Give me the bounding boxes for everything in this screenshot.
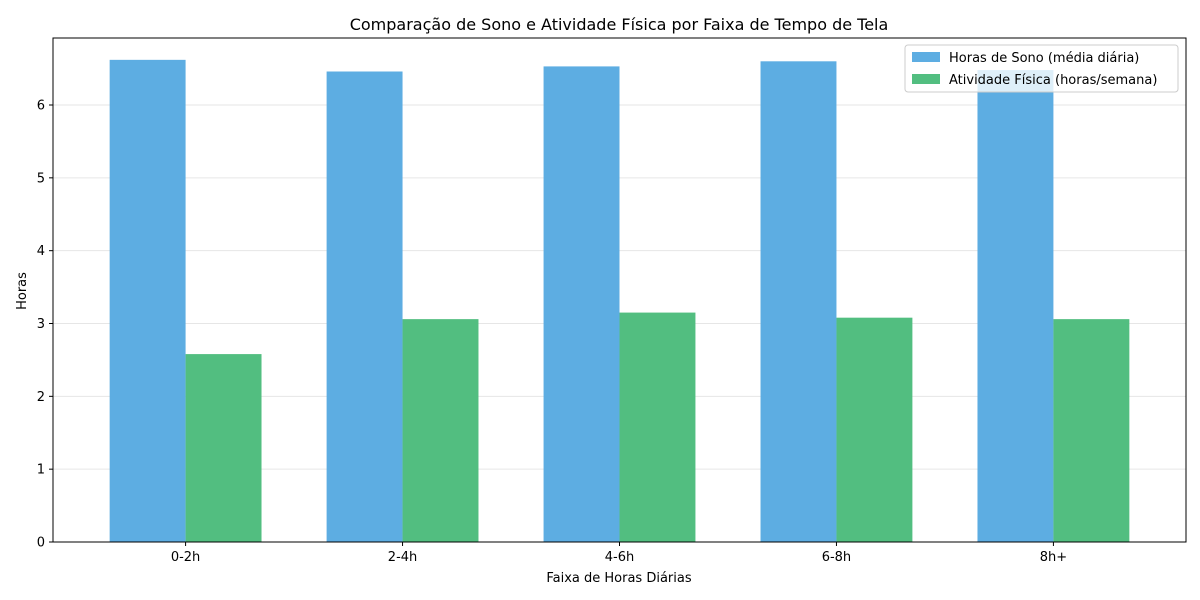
chart-title: Comparação de Sono e Atividade Física po… [350, 15, 889, 34]
bar-series-2-8h+ [1053, 319, 1130, 542]
x-axis-label: Faixa de Horas Diárias [546, 571, 691, 586]
y-tick-label: 6 [37, 99, 45, 114]
x-tick-label: 0-2h [171, 550, 200, 565]
bar-series-2-4-6h [619, 312, 696, 542]
y-tick-label: 5 [37, 171, 45, 186]
bar-series-1-0-2h [109, 59, 186, 543]
x-tick-label: 8h+ [1040, 550, 1067, 565]
bar-series-2-0-2h [185, 354, 262, 542]
legend-label: Horas de Sono (média diária) [949, 51, 1139, 66]
legend: Horas de Sono (média diária) Atividade Fí… [904, 44, 1179, 93]
x-tick-label: 4-6h [605, 550, 634, 565]
legend-label: Atividade Física (horas/semana) [949, 73, 1157, 88]
y-axis-label: Horas [15, 272, 30, 310]
bar-series-1-4-6h [543, 66, 620, 542]
bar-series-1-6-8h [760, 61, 837, 542]
y-tick-label: 1 [37, 463, 45, 478]
x-tick-label: 6-8h [822, 550, 851, 565]
legend-swatch [912, 52, 940, 62]
x-axis-ticks: 0-2h 2-4h 4-6h 6-8h 8h+ [171, 542, 1067, 565]
bar-series-2-2-4h [402, 319, 479, 542]
y-tick-label: 2 [37, 390, 45, 405]
legend-box [904, 44, 1179, 93]
x-tick-label: 2-4h [388, 550, 417, 565]
bars [109, 59, 1130, 543]
y-tick-label: 3 [37, 317, 45, 332]
legend-swatch [912, 74, 940, 84]
bar-series-1-2-4h [326, 71, 403, 542]
y-tick-label: 0 [37, 536, 45, 551]
y-tick-label: 4 [37, 244, 45, 259]
y-axis-ticks: 0 1 2 3 4 5 6 [37, 99, 53, 551]
bar-series-2-6-8h [836, 317, 913, 542]
bar-series-1-8h+ [977, 70, 1054, 543]
